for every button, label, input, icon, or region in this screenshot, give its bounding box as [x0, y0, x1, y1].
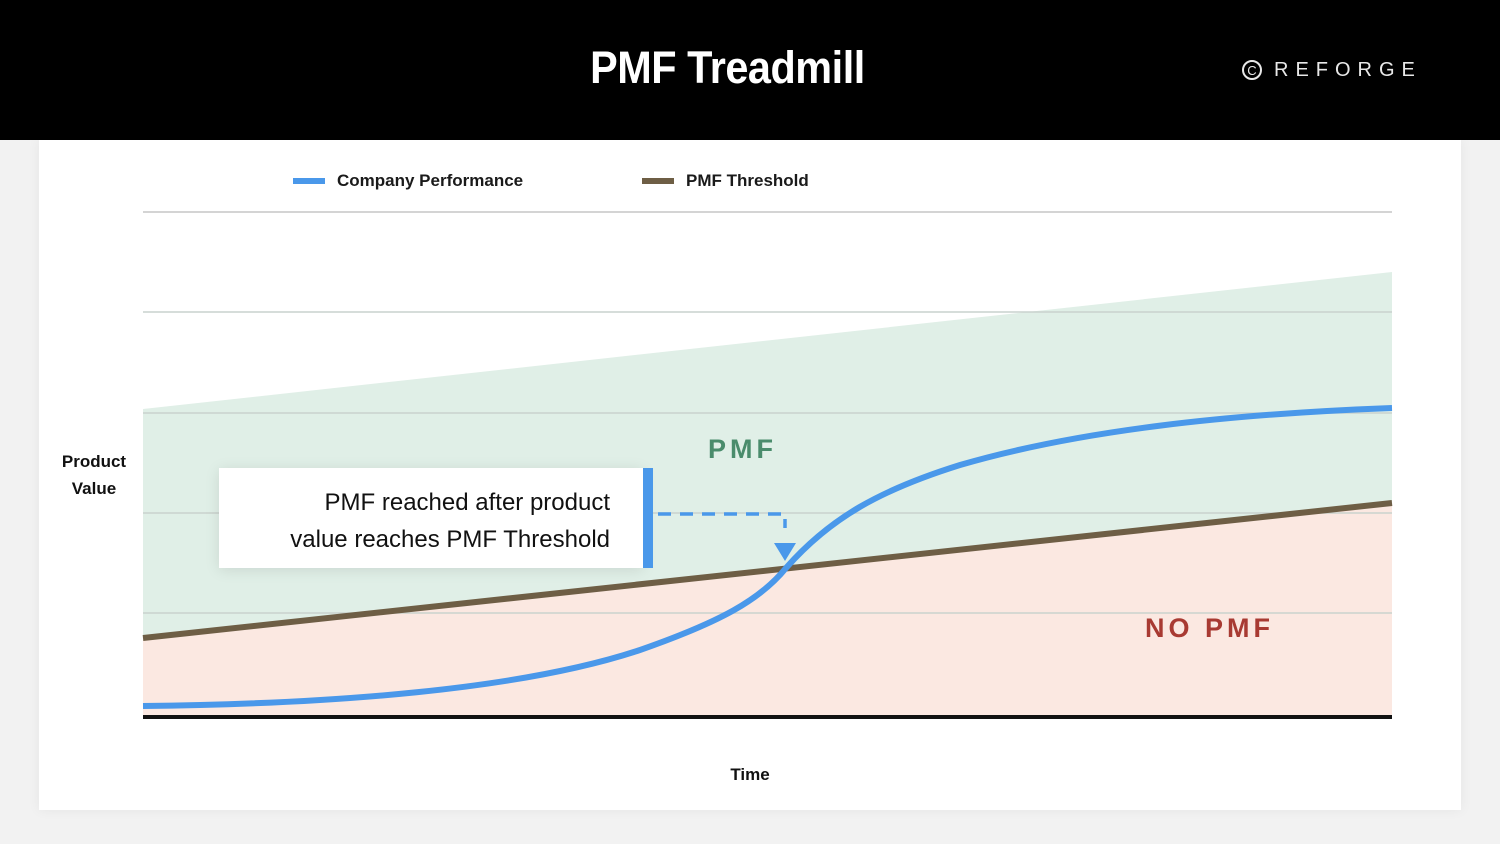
legend-swatch-brown	[642, 178, 674, 184]
callout-box: PMF reached after product value reaches …	[219, 468, 643, 568]
reforge-logo: C REFORGE	[1242, 57, 1422, 83]
callout-accent-bar	[643, 468, 653, 568]
pmf-zone-label: PMF	[708, 434, 777, 464]
callout-arrow-icon	[774, 543, 796, 561]
legend-swatch-blue	[293, 178, 325, 184]
no-pmf-zone-label: NO PMF	[1145, 613, 1274, 643]
page-title: PMF Treadmill	[590, 42, 865, 93]
legend-item-pmf-threshold: PMF Threshold	[642, 170, 809, 192]
x-axis-label: Time	[730, 765, 770, 784]
header-bar: PMF Treadmill C REFORGE	[0, 0, 1500, 140]
copyright-circle-icon: C	[1242, 60, 1262, 80]
logo-text: REFORGE	[1274, 58, 1422, 81]
legend-item-company-performance: Company Performance	[293, 170, 523, 192]
legend-label: PMF Threshold	[686, 171, 809, 190]
callout-line1: PMF reached after product	[324, 489, 610, 516]
company-performance-curve	[142, 405, 1393, 709]
y-axis-label-line2: Value	[71, 479, 117, 498]
callout-line2: value reaches PMF Threshold	[290, 526, 610, 553]
callout-connector-dashed	[658, 512, 787, 528]
pmf-threshold-line	[142, 500, 1393, 641]
no-pmf-region	[143, 503, 1392, 716]
y-axis-label-line1: Product	[61, 452, 127, 471]
legend-label: Company Performance	[337, 171, 524, 190]
y-axis-label: Product Value	[44, 448, 144, 502]
